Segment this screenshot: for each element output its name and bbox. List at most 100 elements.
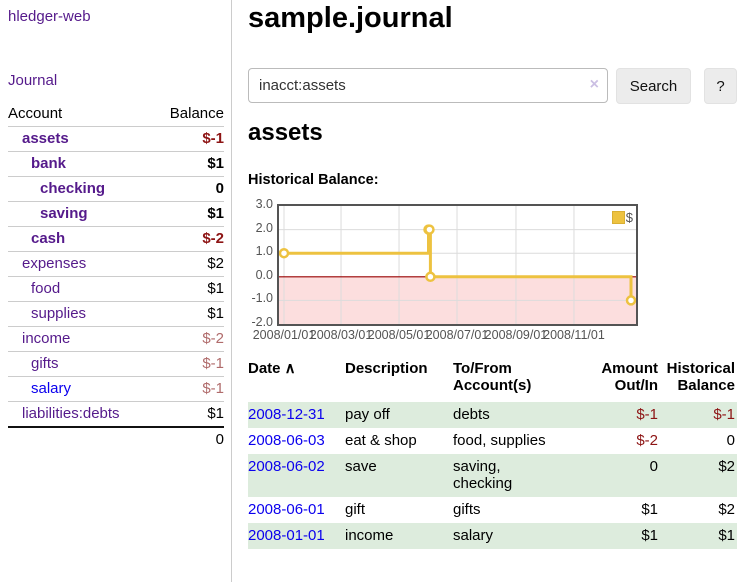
help-button[interactable]: ? (704, 68, 737, 104)
register-amount: $-2 (636, 432, 658, 449)
chart-plot-area: $ (277, 204, 638, 326)
register-column-header-description: Description (345, 360, 428, 377)
account-link[interactable]: expenses (22, 255, 87, 272)
y-axis-tick-label: -2.0 (251, 315, 273, 329)
account-balance: $1 (207, 405, 224, 422)
register-table: Date ∧ Description To/From Account(s) Amount… (248, 356, 737, 549)
account-row: supplies $1 (8, 301, 224, 327)
account-row: liabilities:debts $1 (8, 401, 224, 427)
account-link[interactable]: liabilities:debts (22, 405, 120, 422)
account-balance: $-1 (202, 380, 224, 397)
account-row: gifts $-1 (8, 351, 224, 377)
legend-swatch-icon (611, 211, 625, 224)
account-link[interactable]: salary (31, 380, 72, 397)
account-balance: $1 (207, 280, 224, 297)
register-description: eat & shop (345, 432, 417, 449)
register-column-header-historical: Historical Balance (666, 360, 735, 394)
x-axis-tick-label: 2008/11/01 (543, 328, 605, 342)
register-date-link[interactable]: 2008-12-31 (248, 406, 325, 423)
search-button[interactable]: Search (616, 68, 691, 104)
register-balance: $1 (718, 527, 735, 544)
chart-canvas (278, 206, 637, 324)
register-accounts: gifts (453, 501, 481, 518)
register-column-header-date[interactable]: Date ∧ (248, 360, 296, 377)
search-input[interactable] (248, 68, 608, 103)
register-accounts: salary (453, 527, 494, 544)
register-row: 2008-06-02 save saving, checking 0 $2 (248, 454, 737, 497)
register-date-link[interactable]: 2008-01-01 (248, 527, 325, 544)
sidebar-item-journal[interactable]: Journal (8, 72, 58, 89)
account-balance: $1 (207, 205, 224, 222)
register-balance: $2 (718, 501, 735, 518)
y-axis-tick-label: -1.0 (251, 291, 273, 306)
legend-label: $ (625, 210, 633, 225)
account-row: saving $1 (8, 201, 224, 227)
search-field-wrapper: × (248, 68, 608, 103)
register-row: 2008-06-01 gift gifts $1 $2 (248, 497, 737, 523)
account-link[interactable]: gifts (31, 355, 59, 372)
x-axis-tick-label: 2008/07/01 (425, 328, 489, 342)
account-link[interactable]: cash (31, 230, 66, 247)
account-row: salary $-1 (8, 376, 224, 402)
account-column-header: Account (8, 105, 63, 122)
account-row: checking 0 (8, 176, 224, 202)
account-link[interactable]: assets (22, 130, 69, 147)
chart-legend: $ (609, 209, 635, 226)
account-link[interactable]: saving (40, 205, 88, 222)
sort-ascending-icon: ∧ (280, 360, 296, 377)
account-table-header: Account Balance (8, 102, 224, 127)
x-axis-tick-label: 2008/01/01 (252, 328, 316, 342)
register-balance: $2 (718, 458, 735, 475)
balance-column-header: Balance (169, 105, 224, 122)
y-axis-tick-label: 1.0 (255, 244, 273, 259)
register-date-link[interactable]: 2008-06-03 (248, 432, 325, 449)
clear-search-icon[interactable]: × (589, 76, 599, 93)
register-date-link[interactable]: 2008-06-01 (248, 501, 325, 518)
search-form: × Search ? (248, 68, 742, 104)
brand-link[interactable]: hledger-web (8, 8, 91, 25)
account-balance-table: Account Balance assets $-1 bank $1 checking 0… (8, 102, 224, 452)
register-amount: 0 (649, 458, 658, 475)
account-link[interactable]: food (31, 280, 61, 297)
register-accounts: food, supplies (453, 432, 546, 449)
x-axis-tick-label: 2008/03/01 (309, 328, 373, 342)
register-date-link[interactable]: 2008-06-02 (248, 458, 325, 475)
register-row: 2008-01-01 income salary $1 $1 (248, 523, 737, 549)
y-axis-tick-label: 2.0 (255, 220, 273, 235)
account-link[interactable]: checking (40, 180, 106, 197)
main-content: sample.journal × Search ? assets Histori… (248, 0, 742, 582)
register-accounts: debts (453, 406, 490, 423)
sidebar: hledger-web Journal Account Balance asse… (0, 0, 232, 582)
register-description: income (345, 527, 394, 544)
account-row: income $-2 (8, 326, 224, 352)
x-axis-tick-label: 2008/05/01 (367, 328, 431, 342)
account-row: cash $-2 (8, 226, 224, 252)
account-balance: $2 (207, 255, 224, 272)
account-row: expenses $2 (8, 251, 224, 277)
account-balance: $-2 (202, 230, 224, 247)
x-axis-tick-label: 2008/09/01 (484, 328, 548, 342)
register-amount: $1 (641, 501, 658, 518)
account-link[interactable]: income (22, 330, 71, 347)
chart-title: Historical Balance: (248, 172, 379, 188)
register-header-row: Date ∧ Description To/From Account(s) Amount… (248, 356, 737, 402)
register-column-header-tofrom: To/From Account(s) (453, 360, 532, 394)
account-balance: $1 (207, 155, 224, 172)
y-axis-tick-label: 0.0 (255, 267, 273, 282)
account-link[interactable]: bank (31, 155, 67, 172)
account-balance: $-1 (202, 130, 224, 147)
register-accounts: saving, checking (453, 458, 513, 492)
register-description: pay off (345, 406, 390, 423)
register-balance: 0 (726, 432, 735, 449)
account-total-row: 0 (8, 426, 224, 452)
register-description: gift (345, 501, 366, 518)
register-amount: $1 (641, 527, 658, 544)
y-axis-tick-label: 3.0 (255, 197, 273, 211)
account-link[interactable]: supplies (31, 305, 87, 322)
register-balance: $-1 (713, 406, 735, 423)
account-balance: $1 (207, 305, 224, 322)
account-balance: $-1 (202, 355, 224, 372)
account-heading: assets (248, 119, 323, 146)
page-title: sample.journal (248, 2, 453, 34)
